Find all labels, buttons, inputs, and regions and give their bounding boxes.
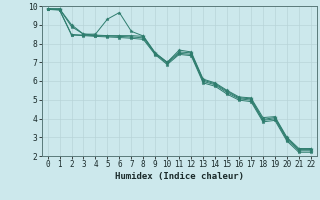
X-axis label: Humidex (Indice chaleur): Humidex (Indice chaleur) [115, 172, 244, 181]
